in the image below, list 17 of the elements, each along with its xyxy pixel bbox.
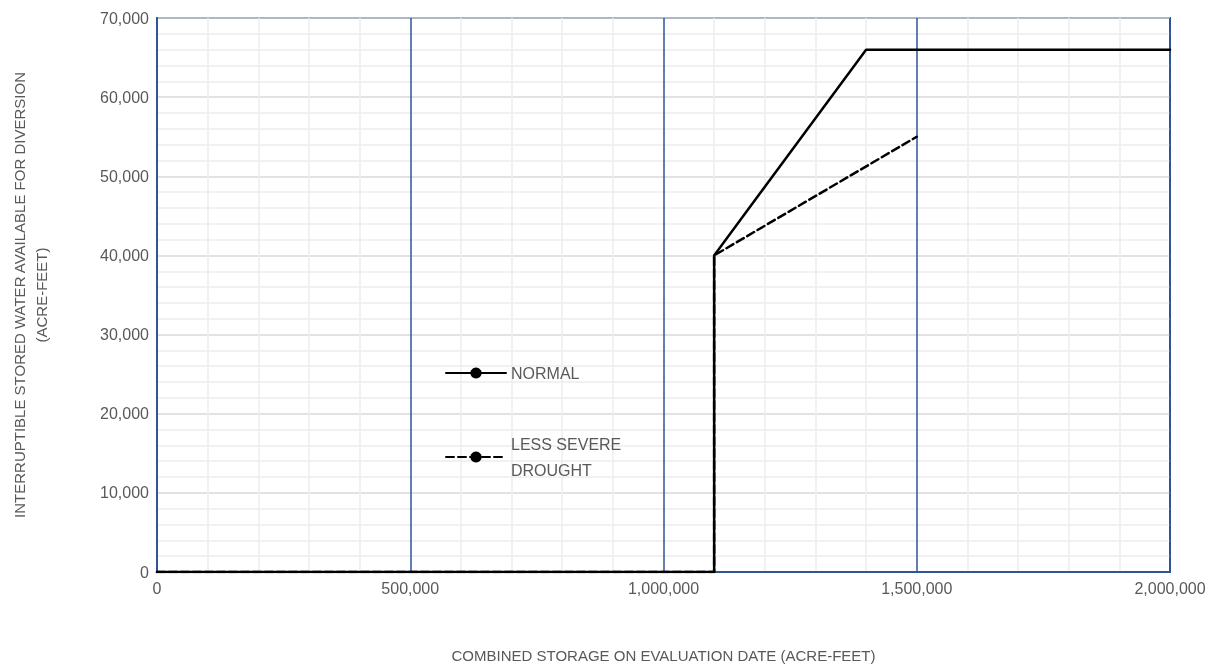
x-axis-title: COMBINED STORAGE ON EVALUATION DATE (ACRE-FEET) xyxy=(451,646,876,664)
y-tick-label: 50,000 xyxy=(100,167,150,185)
legend-label: LESS SEVERE DROUGHT xyxy=(511,435,626,479)
y-tick-label: 60,000 xyxy=(100,88,150,106)
x-tick-label: 0 xyxy=(152,579,162,597)
y-tick-label: 70,000 xyxy=(100,9,150,27)
y-tick-label: 0 xyxy=(140,563,150,581)
y-axis-title: INTERRUPTIBLE STORED WATER AVAILABLE FOR DIVERSION (ACRE-FEET) xyxy=(10,72,50,518)
y-tick-label: 40,000 xyxy=(100,246,150,264)
y-tick-label: 10,000 xyxy=(100,484,150,502)
y-tick-label: 20,000 xyxy=(100,405,150,423)
x-tick-label: 1,000,000 xyxy=(627,579,700,597)
x-tick-label: 500,000 xyxy=(381,579,440,597)
x-tick-label: 1,500,000 xyxy=(881,579,953,597)
y-tick-label: 30,000 xyxy=(100,326,150,344)
x-tick-label: 2,000,000 xyxy=(1134,579,1206,597)
legend-label: NORMAL xyxy=(511,364,580,382)
